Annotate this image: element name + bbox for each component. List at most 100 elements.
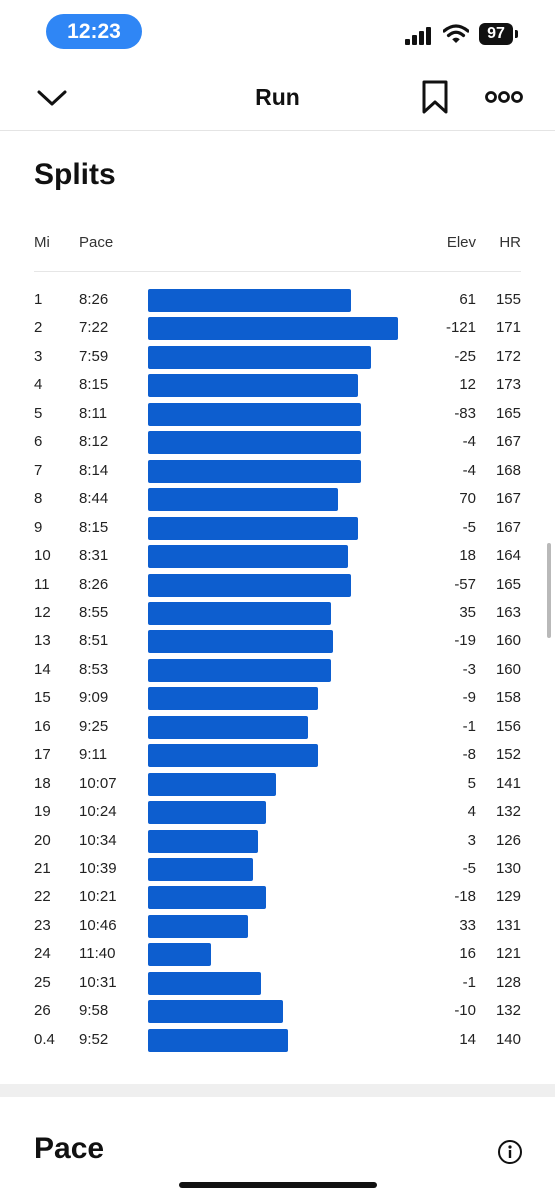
split-mile: 14 [34,660,51,678]
split-pace-bar [148,431,361,455]
split-elevation: -5 [462,518,476,536]
split-row: 15 9:09 -9 158 [0,684,555,712]
split-row: 17 9:11 -8 152 [0,741,555,769]
header-elev: Elev [446,234,476,251]
split-mile: 1 [34,291,43,308]
split-row: 4 8:15 12 173 [0,371,555,399]
split-mile: 10 [34,547,51,565]
split-row: 12 8:55 35 163 [0,599,555,627]
split-row: 22 10:21 -18 129 [0,883,555,911]
split-heart-rate: 164 [495,547,521,565]
split-elevation: 16 [459,945,476,963]
split-mile: 16 [34,717,51,735]
split-elevation: 18 [459,547,476,565]
split-row: 26 9:58 -10 132 [0,997,555,1025]
nav-bar: Run [0,62,555,131]
split-row: 16 9:25 -1 156 [0,713,555,741]
split-elevation: -1 [462,973,476,991]
split-row: 20 10:34 3 126 [0,827,555,855]
split-elevation: -83 [454,404,476,422]
split-elevation: -18 [454,888,476,906]
split-row: 13 8:51 -19 160 [0,627,555,655]
split-pace: 8:44 [79,490,109,508]
split-heart-rate: 128 [495,973,521,991]
split-mile: 0.4 [34,1030,55,1048]
split-mile: 18 [34,774,51,792]
header-mi: Mi [34,234,50,251]
split-row: 9 8:15 -5 167 [0,514,555,542]
home-indicator[interactable] [179,1182,377,1188]
split-row: 7 8:14 -4 168 [0,457,555,485]
split-mile: 24 [34,945,51,963]
split-pace-bar [148,601,331,625]
split-mile: 17 [34,746,51,764]
split-pace-bar [148,516,358,540]
split-pace-bar [148,744,318,768]
split-pace: 10:24 [79,803,117,821]
status-bar: 12:23 97 [0,0,555,62]
split-row: 5 8:11 -83 165 [0,400,555,428]
split-mile: 15 [34,689,51,707]
split-pace-bar [148,658,331,682]
split-heart-rate: 160 [495,660,521,678]
split-pace: 7:22 [79,319,109,337]
split-pace-bar [148,971,261,995]
split-mile: 20 [34,831,51,849]
status-time[interactable]: 12:23 [46,14,142,49]
split-pace-bar [148,772,276,796]
split-elevation: -3 [462,660,476,678]
split-heart-rate: 172 [495,347,521,365]
split-heart-rate: 155 [495,291,521,308]
split-elevation: 14 [459,1030,476,1048]
battery-level: 97 [479,23,513,45]
split-pace: 11:40 [79,945,116,963]
split-mile: 6 [34,433,43,451]
split-mile: 3 [34,347,43,365]
split-row: 11 8:26 -57 165 [0,571,555,599]
split-row: 23 10:46 33 131 [0,912,555,940]
split-mile: 9 [34,518,43,536]
bookmark-icon[interactable] [420,80,450,114]
split-row: 0.4 9:52 14 140 [0,1026,555,1054]
split-heart-rate: 167 [495,433,521,451]
split-pace: 7:59 [79,347,109,365]
split-pace: 8:26 [79,291,109,308]
split-pace: 8:55 [79,603,109,621]
splits-title: Splits [34,158,116,191]
split-pace: 10:46 [79,916,117,934]
split-row: 14 8:53 -3 160 [0,656,555,684]
split-mile: 12 [34,603,51,621]
pace-title: Pace [34,1132,105,1165]
split-row: 21 10:39 -5 130 [0,855,555,883]
split-pace-bar [148,943,211,967]
split-row: 6 8:12 -4 167 [0,428,555,456]
split-row: 3 7:59 -25 172 [0,343,555,371]
split-pace: 9:52 [79,1030,109,1048]
split-row: 25 10:31 -1 128 [0,969,555,997]
split-heart-rate: 126 [495,831,521,849]
split-elevation: -57 [454,575,476,593]
split-pace: 9:58 [79,1002,109,1020]
split-elevation: 33 [459,916,476,934]
split-elevation: 12 [459,376,476,394]
split-pace: 10:31 [79,973,117,991]
split-heart-rate: 167 [495,490,521,508]
split-pace: 9:25 [79,717,109,735]
split-pace: 8:15 [79,376,109,394]
split-elevation: -8 [462,746,476,764]
split-heart-rate: 156 [495,717,521,735]
scrollbar[interactable] [547,543,551,638]
split-pace-bar [148,829,258,853]
split-pace: 10:39 [79,860,117,877]
cellular-signal-icon [405,27,433,45]
more-icon[interactable] [485,88,523,106]
split-row: 8 8:44 70 167 [0,485,555,513]
split-heart-rate: 158 [495,689,521,707]
info-icon[interactable] [497,1139,523,1165]
split-row: 19 10:24 4 132 [0,798,555,826]
split-heart-rate: 171 [495,319,521,337]
split-mile: 23 [34,916,51,934]
split-elevation: -10 [454,1002,476,1020]
chevron-down-icon[interactable] [32,82,72,112]
split-row: 24 11:40 16 121 [0,940,555,968]
